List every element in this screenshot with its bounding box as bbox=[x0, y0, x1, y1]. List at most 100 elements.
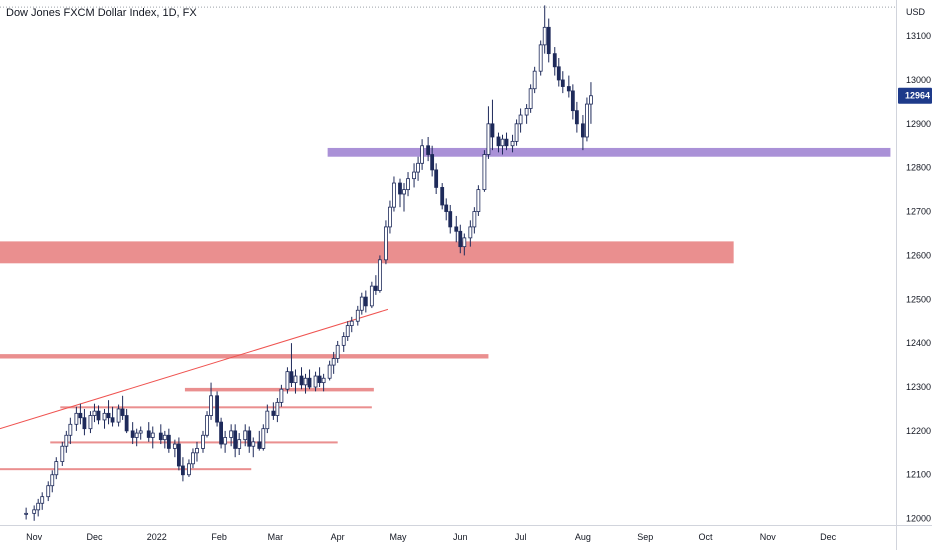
candle-body bbox=[172, 443, 177, 449]
candle-body bbox=[560, 79, 565, 87]
candle bbox=[271, 402, 276, 420]
candle bbox=[275, 397, 280, 423]
candle bbox=[285, 367, 290, 394]
currency-label: USD bbox=[906, 7, 926, 17]
candle bbox=[124, 408, 129, 434]
y-tick-label: 12300 bbox=[906, 382, 931, 392]
candle bbox=[468, 220, 473, 247]
candle-body bbox=[138, 430, 143, 434]
candle bbox=[130, 422, 135, 445]
candle bbox=[538, 40, 543, 76]
x-tick-label: Oct bbox=[699, 532, 714, 542]
candle-body bbox=[74, 412, 79, 425]
candle bbox=[369, 281, 374, 309]
candle-body bbox=[486, 123, 491, 155]
zone-box bbox=[0, 468, 252, 471]
zone-box bbox=[184, 387, 374, 392]
zones-layer bbox=[0, 147, 891, 471]
candle bbox=[110, 406, 115, 427]
candle-body bbox=[201, 434, 205, 449]
y-tick-label: 12800 bbox=[906, 163, 931, 173]
candle bbox=[398, 178, 402, 208]
candle-body bbox=[476, 189, 481, 212]
candle bbox=[195, 441, 199, 462]
candle-body bbox=[468, 226, 473, 239]
last-price-label: 12964 bbox=[905, 91, 930, 101]
candle bbox=[581, 115, 585, 151]
y-tick-label: 12000 bbox=[906, 514, 931, 524]
candle bbox=[440, 183, 445, 210]
candle-body bbox=[500, 138, 505, 147]
candle-body bbox=[36, 502, 41, 511]
candle bbox=[299, 367, 304, 390]
candle-body bbox=[458, 230, 463, 248]
candle bbox=[363, 290, 368, 313]
candle-body bbox=[130, 430, 135, 438]
candle bbox=[426, 136, 431, 162]
candle bbox=[247, 426, 252, 453]
candle-body bbox=[331, 358, 336, 366]
x-tick-label: Sep bbox=[637, 532, 653, 542]
candle-body bbox=[510, 140, 515, 147]
candle-body bbox=[317, 375, 322, 384]
x-tick-label: Dec bbox=[820, 532, 837, 542]
candle-body bbox=[166, 434, 171, 449]
candle bbox=[293, 369, 298, 394]
candle bbox=[205, 411, 209, 438]
candle-body bbox=[532, 70, 537, 90]
candle-body bbox=[448, 211, 453, 228]
candle-body bbox=[279, 388, 284, 403]
candle bbox=[341, 332, 346, 352]
candle-body bbox=[363, 296, 368, 307]
x-tick-label: Apr bbox=[331, 532, 345, 542]
zone-box bbox=[0, 241, 734, 264]
candle bbox=[237, 433, 242, 456]
candle-body bbox=[504, 138, 509, 147]
x-tick-label: Nov bbox=[760, 532, 777, 542]
candle bbox=[518, 108, 523, 133]
candle-body bbox=[46, 485, 51, 498]
candle bbox=[504, 132, 509, 151]
candle bbox=[566, 75, 571, 98]
candle bbox=[88, 411, 93, 434]
candle-body bbox=[68, 423, 73, 436]
candle-body bbox=[219, 421, 224, 445]
candle bbox=[589, 82, 593, 124]
candle bbox=[430, 145, 435, 177]
candle bbox=[219, 417, 224, 449]
candle-body bbox=[289, 371, 294, 384]
candles-layer bbox=[24, 5, 593, 521]
y-tick-label: 12100 bbox=[906, 470, 931, 480]
candle-body bbox=[345, 325, 350, 337]
candle-body bbox=[124, 415, 129, 432]
candle-body bbox=[162, 434, 167, 441]
candle bbox=[92, 403, 97, 423]
candle-body bbox=[524, 108, 529, 116]
candle bbox=[444, 198, 449, 221]
candle bbox=[150, 426, 155, 449]
candle bbox=[307, 369, 312, 390]
candle-body bbox=[369, 285, 374, 307]
y-tick-label: 12700 bbox=[906, 207, 931, 217]
candle-body bbox=[585, 103, 589, 138]
candle bbox=[377, 255, 382, 293]
candle bbox=[181, 457, 185, 482]
candle bbox=[233, 424, 238, 458]
candle bbox=[472, 207, 477, 234]
candle-body bbox=[275, 401, 280, 416]
candle-body bbox=[556, 66, 561, 81]
candle-body bbox=[440, 187, 445, 206]
candle bbox=[560, 71, 565, 94]
candle bbox=[64, 430, 69, 453]
x-tick-label: Dec bbox=[86, 532, 103, 542]
zone-box bbox=[327, 147, 891, 157]
candle bbox=[54, 457, 59, 480]
candle-body bbox=[176, 443, 181, 467]
candle bbox=[556, 58, 561, 87]
candle bbox=[574, 101, 579, 133]
candle-body bbox=[538, 44, 543, 72]
candle bbox=[134, 428, 139, 447]
candle-body bbox=[50, 474, 55, 487]
candle bbox=[524, 104, 529, 124]
